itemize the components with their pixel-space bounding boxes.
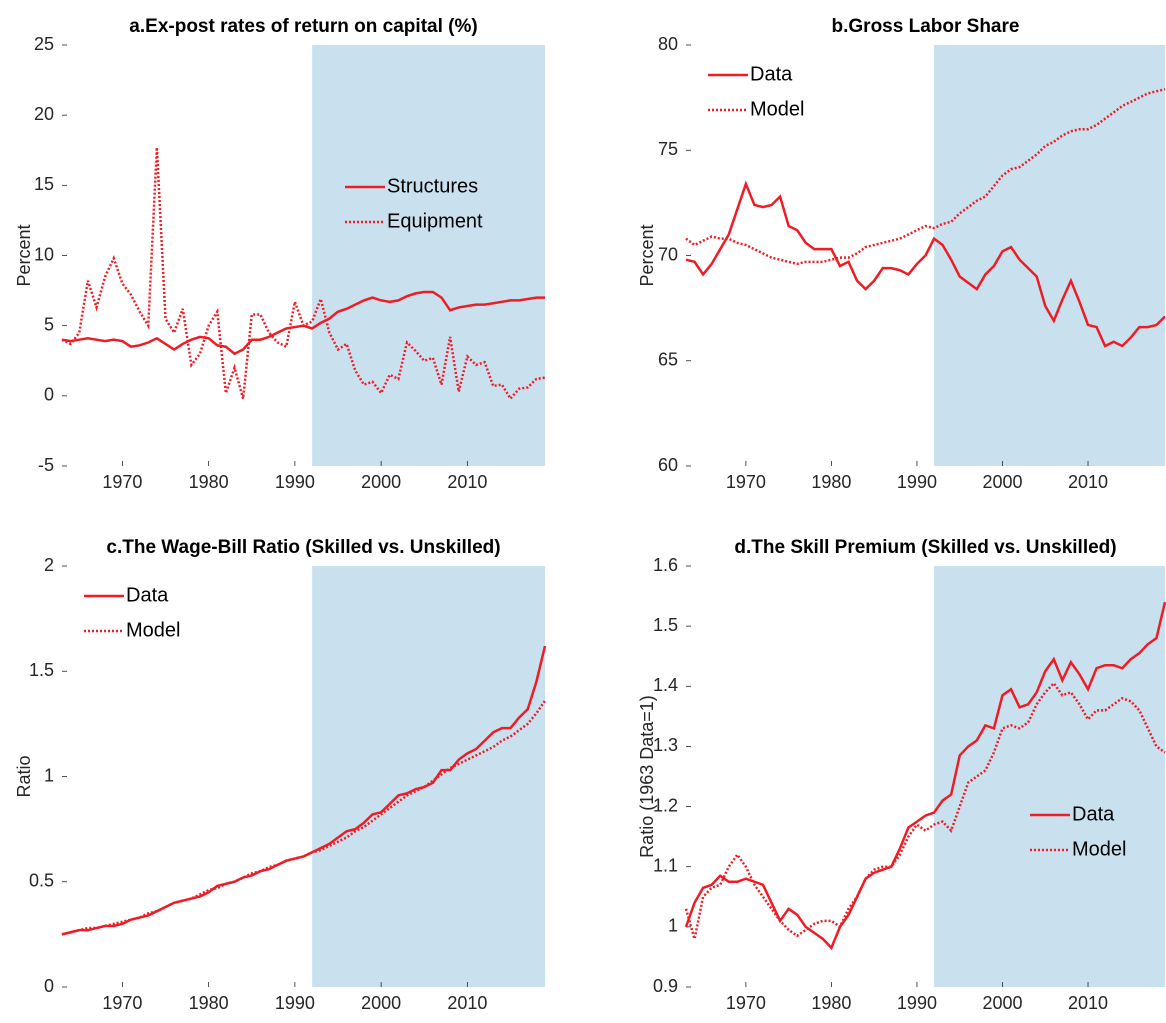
y-axis-label: Percent <box>637 224 657 286</box>
legend-label: Data <box>126 584 169 606</box>
legend-label: Model <box>126 619 180 641</box>
legend-label: Data <box>1072 803 1115 825</box>
x-tick-label: 1980 <box>189 472 229 492</box>
y-tick-label: 1 <box>668 916 678 936</box>
y-axis-label: Ratio <box>14 755 34 797</box>
y-tick-label: 10 <box>34 244 54 264</box>
panel: d.The Skill Premium (Skilled vs. Unskill… <box>637 537 1166 1013</box>
x-tick-label: 2000 <box>361 993 401 1013</box>
series-line <box>61 645 547 936</box>
x-tick-label: 2000 <box>982 472 1022 492</box>
shaded-period <box>312 566 545 987</box>
y-tick-label: 1.6 <box>653 555 678 575</box>
legend-label: Equipment <box>387 210 483 232</box>
y-tick-label: 1.4 <box>653 675 678 695</box>
x-tick-label: 2000 <box>361 472 401 492</box>
y-tick-label: 1 <box>44 765 54 785</box>
y-tick-label: 75 <box>658 139 678 159</box>
x-tick-label: 1990 <box>275 472 315 492</box>
x-tick-label: 1990 <box>275 993 315 1013</box>
panel: a.Ex-post rates of return on capital (%)… <box>14 16 546 492</box>
x-tick-label: 1980 <box>811 472 851 492</box>
x-tick-label: 1980 <box>811 993 851 1013</box>
legend-label: Model <box>1072 838 1126 860</box>
x-tick-label: 2010 <box>1068 472 1108 492</box>
shaded-period <box>934 566 1165 987</box>
panel: b.Gross Labor Share Percent 60 65 70 75 80 1970… <box>637 16 1166 492</box>
series-line <box>685 87 1166 266</box>
y-tick-label: 0 <box>44 976 54 996</box>
y-tick-label: 0.9 <box>653 976 678 996</box>
y-tick-label: 65 <box>658 350 678 370</box>
y-tick-label: 2 <box>44 555 54 575</box>
series-line <box>685 180 1166 348</box>
y-tick-label: 60 <box>658 455 678 475</box>
shaded-period <box>312 45 545 466</box>
y-tick-label: 70 <box>658 244 678 264</box>
y-tick-label: 80 <box>658 34 678 54</box>
y-axis-label: Percent <box>14 224 34 286</box>
x-tick-label: 2010 <box>447 472 487 492</box>
chart-title: d.The Skill Premium (Skilled vs. Unskill… <box>734 537 1116 558</box>
x-tick-label: 2010 <box>447 993 487 1013</box>
y-tick-label: 1.5 <box>653 615 678 635</box>
y-tick-label: 15 <box>34 174 54 194</box>
legend-label: Structures <box>387 175 478 197</box>
y-tick-label: 0.5 <box>29 871 54 891</box>
series-line <box>61 147 546 401</box>
x-tick-label: 1970 <box>726 993 766 1013</box>
x-tick-label: 1970 <box>726 472 766 492</box>
panel: c.The Wage-Bill Ratio (Skilled vs. Unski… <box>14 537 547 1013</box>
series-line <box>684 601 1166 951</box>
chart-title: b.Gross Labor Share <box>832 16 1020 37</box>
x-tick-label: 1970 <box>102 472 142 492</box>
shaded-period <box>934 45 1165 466</box>
x-tick-label: 1990 <box>897 472 937 492</box>
y-tick-label: 1.2 <box>653 795 678 815</box>
x-tick-label: 1970 <box>102 993 142 1013</box>
y-tick-label: 1.3 <box>653 735 678 755</box>
chart-title: a.Ex-post rates of return on capital (%) <box>129 16 477 37</box>
y-tick-label: 1.1 <box>653 855 678 875</box>
y-axis-label: Ratio (1963 Data=1) <box>637 695 657 858</box>
x-tick-label: 2010 <box>1068 993 1108 1013</box>
series-line <box>684 681 1166 940</box>
x-tick-label: 1980 <box>189 993 229 1013</box>
y-tick-label: 5 <box>44 314 54 334</box>
y-tick-label: 20 <box>34 104 54 124</box>
y-tick-label: -5 <box>38 455 54 475</box>
chart-title: c.The Wage-Bill Ratio (Skilled vs. Unski… <box>106 537 500 558</box>
x-tick-label: 1990 <box>897 993 937 1013</box>
y-tick-label: 0 <box>44 385 54 405</box>
x-tick-label: 2000 <box>982 993 1022 1013</box>
y-tick-label: 1.5 <box>29 660 54 680</box>
legend-label: Data <box>750 63 793 85</box>
y-tick-label: 25 <box>34 34 54 54</box>
legend-label: Model <box>750 98 804 120</box>
